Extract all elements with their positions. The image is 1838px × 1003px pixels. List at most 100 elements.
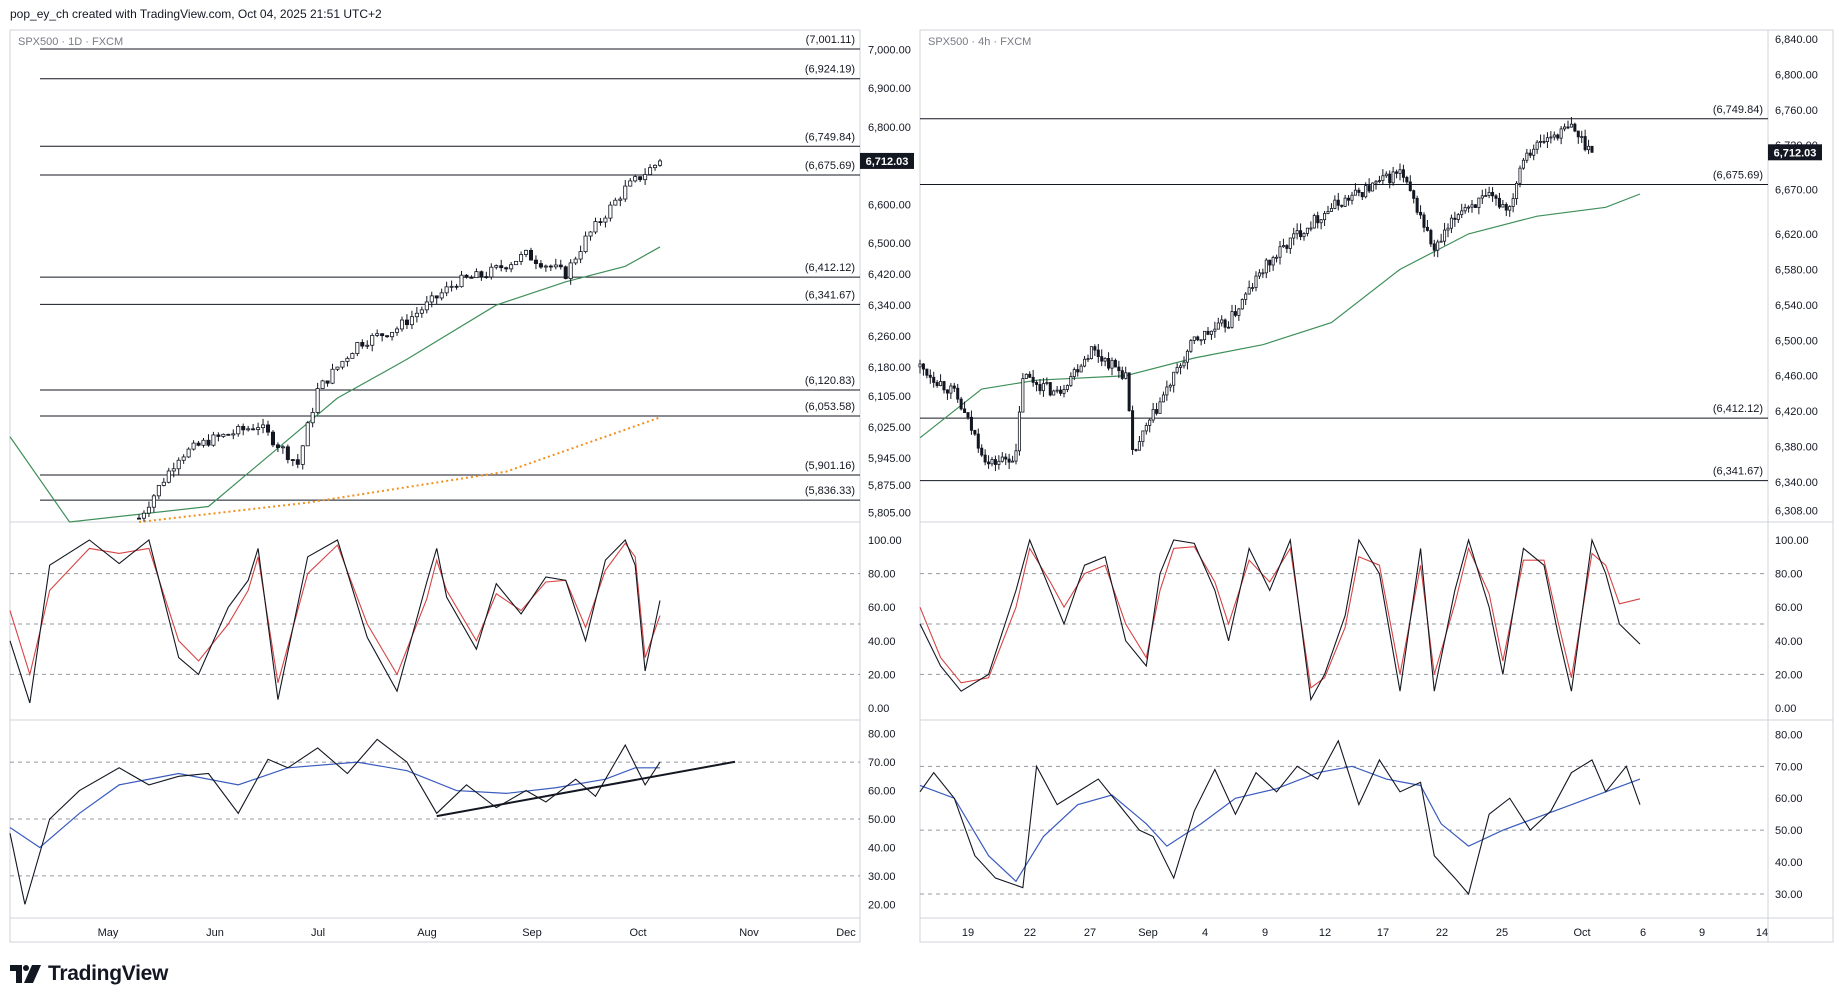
left-candle-body [519, 254, 524, 262]
right-candle-body [1144, 425, 1148, 432]
left-candle-body [593, 221, 598, 233]
right-price-tick-label: 6,308.00 [1775, 505, 1818, 517]
left-candle-body [325, 380, 330, 384]
left-rsi-tick-label: 20.00 [868, 899, 896, 911]
right-candle-body [1292, 233, 1296, 239]
right-candle-body [952, 385, 956, 389]
right-candle-body [1182, 361, 1186, 367]
right-chart-4h[interactable]: SPX500 · 4h · FXCM 6,840.00 6,800.00 6,760.… [918, 34, 1822, 939]
left-candle-body [285, 446, 290, 460]
left-price-tick-label: 5,945.00 [868, 453, 911, 465]
right-candle-body [966, 412, 970, 418]
right-price-tick-label: 6,340.00 [1775, 477, 1818, 489]
right-candle-body [1528, 152, 1532, 156]
left-candle-body [330, 368, 335, 384]
right-candle-body [1148, 419, 1152, 426]
left-candle-body [156, 485, 161, 497]
right-candle-body [1137, 441, 1141, 451]
left-candle-body [514, 260, 519, 266]
right-candle-body [1086, 358, 1090, 361]
right-date-label: 22 [1436, 927, 1448, 939]
left-candle-body [295, 459, 300, 465]
right-candle-body [1539, 140, 1543, 143]
right-candle-body [1041, 383, 1045, 392]
right-candle-body [990, 459, 994, 465]
left-candle-body [489, 266, 494, 278]
right-candle-body [1508, 206, 1512, 211]
right-candle-body [993, 459, 997, 465]
right-candle-body [1473, 204, 1477, 208]
left-candle-body [176, 459, 181, 470]
left-level-label: (5,901.16) [805, 460, 855, 472]
right-candle-body [1545, 137, 1549, 143]
right-candle-body [1436, 241, 1440, 251]
left-candle-body [196, 442, 201, 446]
left-candle-body [583, 235, 588, 253]
right-price-tick-label: 6,420.00 [1775, 406, 1818, 418]
left-date-label: Jul [311, 927, 325, 939]
right-candle-body [1103, 358, 1107, 362]
right-candle-body [1583, 136, 1587, 151]
left-candle-body [444, 286, 449, 294]
right-candle-body [1295, 230, 1299, 235]
right-candle-body [1007, 458, 1011, 463]
left-candle-body [524, 249, 529, 255]
right-candle-body [1244, 293, 1248, 300]
left-candle-body [623, 185, 628, 200]
left-candle-body [558, 264, 563, 268]
left-candle-body [484, 276, 489, 278]
right-price-tick-label: 6,620.00 [1775, 229, 1818, 241]
right-candle-body [1511, 198, 1515, 207]
right-candle-body [1535, 141, 1539, 150]
left-candle-body [151, 495, 156, 508]
left-chart-daily[interactable]: SPX500 · 1D · FXCM 7,000.00 6,900.00 6,800.… [9, 34, 914, 939]
right-candle-body [1408, 181, 1412, 192]
right-candle-body [1165, 386, 1169, 396]
right-candle-body [935, 382, 939, 386]
right-candle-body [1319, 219, 1323, 224]
left-price-tick-label: 5,805.00 [868, 507, 911, 519]
right-candle-body [1569, 123, 1573, 128]
left-candle-body [414, 312, 419, 318]
right-candle-body [1412, 190, 1416, 199]
right-candle-body [1079, 365, 1083, 373]
left-date-label: Aug [417, 927, 437, 939]
left-candle-body [375, 333, 380, 336]
left-level-label: (6,412.12) [805, 262, 855, 274]
right-candle-body [1501, 204, 1505, 208]
right-candle-body [1011, 460, 1015, 463]
right-candle-body [1587, 145, 1591, 151]
left-date-label: May [98, 927, 119, 939]
right-candle-body [1470, 204, 1474, 208]
left-stoch-tick-label: 60.00 [868, 602, 896, 614]
left-rsi-line [9, 738, 661, 905]
left-candle-body [350, 353, 355, 359]
right-candle-body [1192, 336, 1196, 341]
right-stoch-tick-label: 20.00 [1775, 669, 1803, 681]
left-date-label: Sep [522, 927, 542, 939]
left-candle-body [171, 468, 176, 472]
right-candle-body [1017, 411, 1021, 452]
left-candle-body [315, 388, 320, 413]
right-candle-body [1268, 259, 1272, 266]
right-candle-body [987, 461, 991, 465]
right-price-tick-label: 6,670.00 [1775, 185, 1818, 197]
left-stoch-tick-label: 80.00 [868, 569, 896, 581]
right-candle-body [1278, 246, 1282, 258]
right-candle-body [1031, 376, 1035, 383]
right-date-label: 17 [1377, 927, 1389, 939]
right-candle-body [963, 408, 967, 413]
left-candle-body [449, 285, 454, 288]
right-candle-body [1285, 245, 1289, 249]
left-candle-body [186, 448, 191, 458]
right-candle-body [1405, 176, 1409, 183]
right-candle-body [1395, 171, 1399, 174]
left-rsi-tick-label: 70.00 [868, 757, 896, 769]
right-candle-body [939, 381, 943, 386]
right-candle-body [1179, 365, 1183, 368]
right-candle-body [1467, 206, 1471, 209]
left-date-label: Oct [629, 927, 646, 939]
left-candle-body [598, 221, 603, 223]
left-level-label: (6,675.69) [805, 160, 855, 172]
